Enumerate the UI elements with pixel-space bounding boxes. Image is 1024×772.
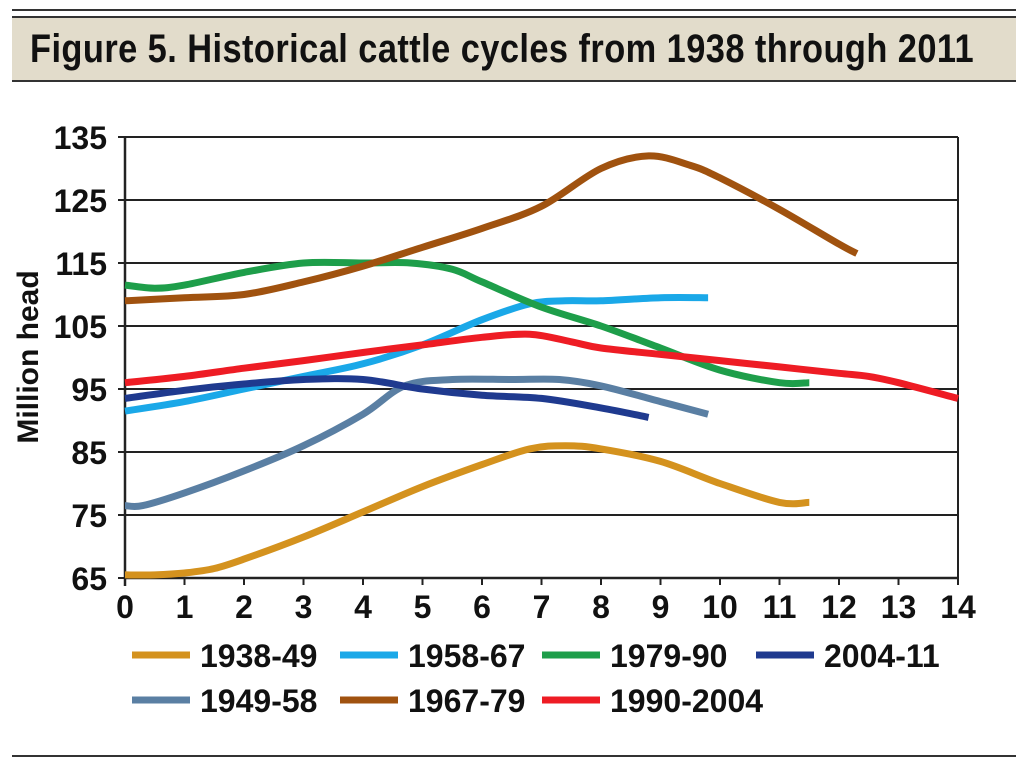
y-tick-label-85: 85 (71, 435, 107, 471)
x-tick-label-3: 3 (295, 589, 313, 625)
title-banner: Figure 5. Historical cattle cycles from … (12, 16, 1016, 82)
legend-label-1958-67: 1958-67 (408, 638, 525, 674)
series-line-1938-49 (124, 442, 810, 579)
x-tick-label-14: 14 (940, 589, 976, 625)
legend-label-1990-2004: 1990-2004 (610, 683, 763, 719)
x-tick-label-6: 6 (473, 589, 491, 625)
series-line-2004-11 (124, 375, 650, 421)
x-tick-label-0: 0 (116, 589, 134, 625)
grid-layer (125, 136, 958, 516)
bottom-rule (12, 755, 1016, 757)
y-tick-label-115: 115 (55, 246, 107, 282)
y-tick-label-95: 95 (71, 372, 107, 408)
legend-label-1949-58: 1949-58 (200, 683, 317, 719)
x-tick-label-13: 13 (881, 589, 917, 625)
y-tick-label-135: 135 (54, 120, 107, 156)
y-tick-label-105: 105 (54, 309, 107, 345)
series-layer (124, 152, 959, 579)
series-line-1979-90 (124, 258, 810, 388)
x-tick-label-5: 5 (414, 589, 432, 625)
x-tick-label-7: 7 (533, 589, 551, 625)
y-tick-label-75: 75 (71, 498, 107, 534)
x-tick-label-11: 11 (763, 589, 797, 625)
chart-title: Figure 5. Historical cattle cycles from … (30, 27, 975, 71)
x-tick-label-4: 4 (354, 589, 372, 625)
y-tick-label-65: 65 (71, 561, 107, 597)
x-tick-label-10: 10 (702, 589, 738, 625)
x-tick-label-2: 2 (235, 589, 253, 625)
legend-label-1967-79: 1967-79 (408, 683, 525, 719)
legend-layer: 1938-49 1958-67 1979-90 2004-11 1949-58 1967-… (132, 638, 940, 719)
legend-label-2004-11: 2004-11 (824, 638, 940, 674)
x-tick-label-9: 9 (652, 589, 670, 625)
top-rule (12, 9, 1016, 11)
legend-label-1979-90: 1979-90 (610, 638, 727, 674)
x-tick-label-8: 8 (592, 589, 610, 625)
series-line-1958-67 (124, 293, 709, 415)
x-tick-label-12: 12 (821, 589, 857, 625)
y-tick-label-125: 125 (54, 183, 107, 219)
series-line-1967-79 (124, 152, 859, 305)
legend-label-1938-49: 1938-49 (200, 638, 317, 674)
x-tick-label-1: 1 (176, 589, 194, 625)
series-line-1990-2004 (124, 330, 959, 402)
y-axis-label: Million head (12, 270, 45, 443)
